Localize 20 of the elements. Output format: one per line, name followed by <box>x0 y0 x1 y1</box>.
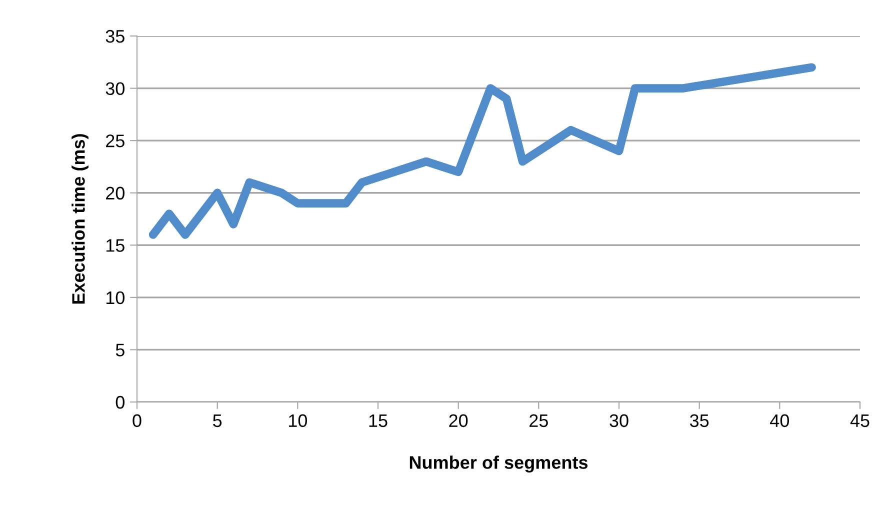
y-tick-label: 5 <box>116 344 124 356</box>
y-axis-title: Execution time (ms) <box>72 134 88 304</box>
x-tick-label: 35 <box>690 414 709 428</box>
y-tick-label: 15 <box>106 239 124 252</box>
y-tick-label: 35 <box>106 30 124 43</box>
x-tick-label: 45 <box>850 414 870 428</box>
x-tick-label: 5 <box>213 414 222 428</box>
x-tick-label: 25 <box>530 414 548 428</box>
x-tick-label: 10 <box>289 414 308 428</box>
y-tick-label: 25 <box>106 134 124 148</box>
y-tick-label: 30 <box>106 82 124 96</box>
x-tick-label: 20 <box>449 414 468 428</box>
y-tick-label: 0 <box>116 396 124 409</box>
y-tick-label: 20 <box>106 186 124 200</box>
y-tick-label: 10 <box>106 291 124 304</box>
x-tick-label: 15 <box>369 414 388 428</box>
x-tick-label: 40 <box>770 414 790 428</box>
x-tick-label: 0 <box>132 414 142 428</box>
x-tick-label: 30 <box>610 414 628 428</box>
x-axis-title: Number of segments <box>410 456 588 473</box>
